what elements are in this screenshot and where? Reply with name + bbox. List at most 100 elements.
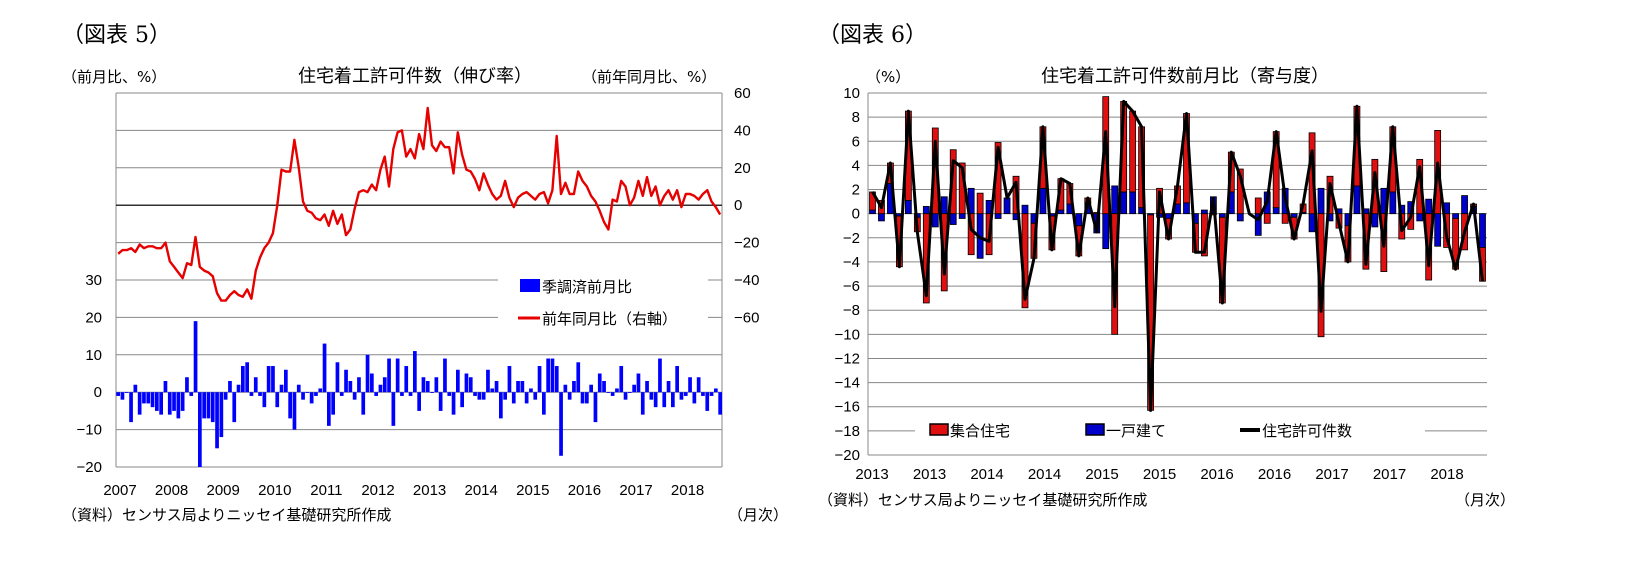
bar [576, 362, 581, 393]
bar [486, 369, 490, 393]
bar [391, 392, 396, 426]
bar [236, 384, 241, 393]
x-tick-label: 2013 [855, 466, 888, 483]
bar-single-family [1021, 204, 1029, 215]
bar-single-family [1218, 213, 1226, 218]
bar [193, 321, 198, 393]
bar [322, 343, 327, 393]
legend-swatch-mom [520, 279, 540, 292]
bar [511, 392, 516, 404]
bar [288, 392, 292, 419]
bar [628, 392, 632, 393]
bar [636, 373, 641, 393]
y-tick-label: −20 [835, 447, 860, 464]
legend-label-mom: 季調済前月比 [542, 278, 632, 296]
bar [572, 380, 576, 393]
bar [499, 392, 503, 419]
bar [443, 358, 447, 393]
chart-6-x-unit: （月次） [1455, 491, 1515, 509]
bar [262, 392, 267, 408]
bar [146, 392, 151, 404]
bar [524, 392, 529, 404]
bar [529, 388, 533, 393]
bar [490, 388, 495, 393]
bar [210, 392, 215, 423]
bar [266, 366, 271, 393]
bar [176, 392, 181, 419]
bar [460, 392, 464, 408]
bar [503, 392, 507, 400]
bar [318, 388, 323, 393]
bar [567, 392, 572, 400]
left-tick-label: 30 [85, 272, 102, 289]
bar-multifamily [1254, 197, 1262, 215]
bar [155, 392, 159, 411]
bar [425, 380, 430, 393]
bar [705, 392, 710, 411]
bar [421, 377, 426, 393]
bar [593, 392, 598, 423]
x-tick-label: 2014 [465, 482, 498, 499]
y-tick-label: −10 [835, 326, 860, 343]
bar [314, 392, 318, 396]
legend-swatch-multifamily [929, 423, 949, 436]
x-tick-label: 2013 [913, 466, 946, 483]
bar [468, 377, 473, 393]
bar [253, 377, 258, 393]
bar [658, 358, 662, 393]
bar [456, 369, 460, 393]
bar [116, 392, 120, 396]
bar [348, 380, 353, 393]
bar [378, 384, 383, 393]
bar-single-family [1461, 195, 1468, 215]
bar [137, 392, 142, 415]
bar-single-family [1479, 213, 1486, 248]
right-tick-label: 0 [734, 197, 742, 214]
bar [623, 392, 628, 400]
bar [494, 380, 499, 393]
bar [692, 392, 697, 404]
bar-single-family [1102, 213, 1110, 250]
bar-multifamily [1263, 213, 1271, 224]
bar [185, 377, 189, 393]
bar-single-family [904, 199, 912, 215]
bar [365, 354, 370, 393]
left-tick-label: 0 [94, 384, 102, 401]
bar-single-family [1308, 213, 1316, 233]
bar [400, 392, 404, 396]
bar [120, 392, 125, 400]
chart-6-source: （資料）センサス局よりニッセイ基礎研究所作成 [818, 491, 1147, 509]
bar [585, 392, 589, 404]
y-tick-label: −12 [835, 350, 860, 367]
bar [640, 392, 645, 415]
bar [249, 392, 254, 396]
x-tick-label: 2014 [1028, 466, 1061, 483]
bar [245, 362, 249, 393]
bar [275, 392, 280, 408]
bar [309, 392, 314, 404]
x-tick-label: 2017 [1315, 466, 1348, 483]
legend-box [915, 416, 1425, 444]
bar-single-family [994, 213, 1002, 219]
bar [675, 366, 679, 393]
y-axis-label: （%） [866, 68, 910, 86]
bar [666, 380, 671, 393]
y-tick-label: −6 [843, 278, 860, 295]
bar [615, 388, 619, 393]
bar [434, 377, 439, 393]
bar [232, 392, 237, 423]
bar [404, 366, 409, 393]
x-tick-label: 2015 [1143, 466, 1176, 483]
x-tick-label: 2016 [1200, 466, 1233, 483]
bar [133, 384, 138, 393]
legend-swatch-single-family [1085, 423, 1105, 436]
bar [671, 392, 675, 408]
bar-single-family [1416, 213, 1424, 222]
bar [395, 358, 400, 393]
bar [223, 392, 228, 400]
bar [387, 358, 391, 393]
bar [589, 384, 593, 393]
bar [142, 392, 146, 404]
bar [520, 380, 525, 393]
